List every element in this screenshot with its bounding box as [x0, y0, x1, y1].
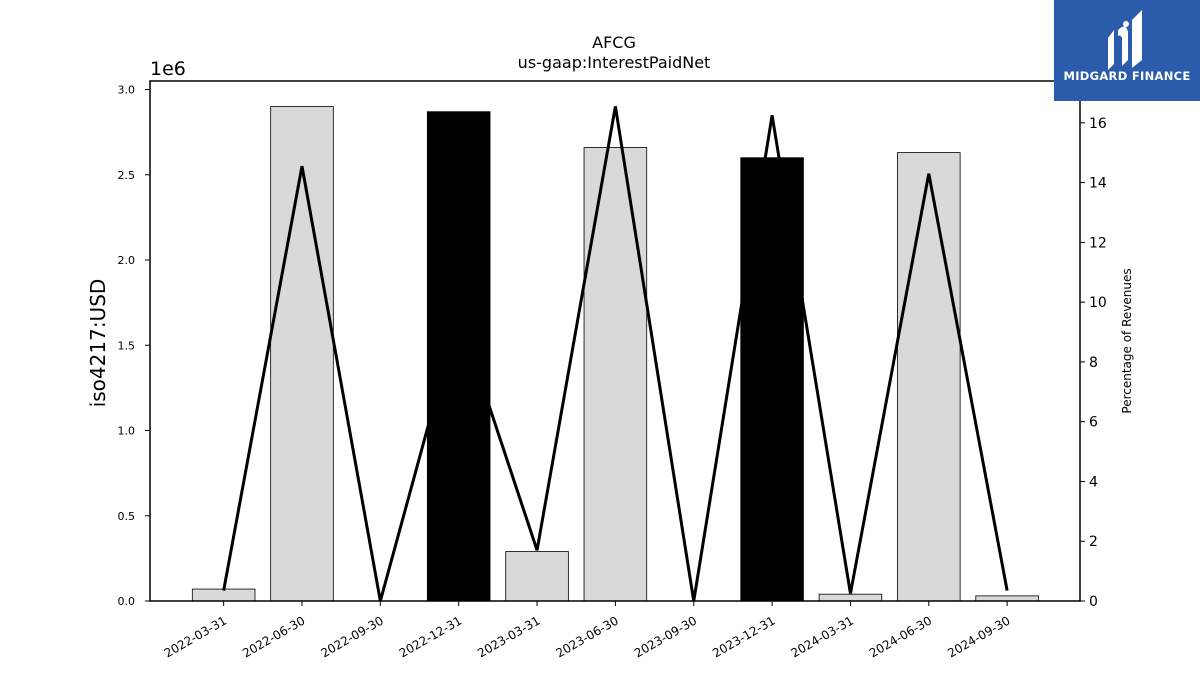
- y2-tick-label: 6: [1089, 415, 1098, 431]
- plot-frame: [149, 80, 1081, 602]
- bar-2022-06-30: [270, 106, 334, 602]
- y2-tick-label: 0: [1089, 594, 1098, 610]
- x-tick-label: 2024-06-30: [867, 613, 934, 660]
- bar-2023-12-31: [740, 157, 804, 602]
- y2-tick-label: 8: [1089, 355, 1098, 371]
- y-tick-label: 1.5: [118, 339, 136, 352]
- chart-subtitle: us-gaap:InterestPaidNet: [518, 53, 711, 72]
- y-tick-label: 2.5: [118, 169, 136, 182]
- bar-2023-06-30: [583, 147, 648, 602]
- percentage-line: [222, 106, 1009, 602]
- x-tick-label: 2023-06-30: [553, 613, 620, 660]
- y-tick-label: 2.0: [118, 254, 136, 267]
- midgard-logo-icon: [1108, 10, 1142, 70]
- bar-2022-12-31: [426, 111, 491, 602]
- brand-name: MIDGARD FINANCE: [1063, 69, 1191, 83]
- x-tick-label: 2024-09-30: [945, 613, 1012, 660]
- bar-2024-06-30: [897, 152, 961, 602]
- y2-tick-label: 4: [1089, 474, 1098, 490]
- x-tick-label: 2024-03-31: [789, 613, 856, 660]
- line-group: [222, 106, 1009, 602]
- bar-2024-03-31: [818, 593, 883, 602]
- y-tick-label: 3.0: [118, 84, 136, 97]
- y2-tick-label: 2: [1089, 534, 1098, 550]
- bar-2022-03-31: [191, 588, 256, 602]
- x-tick-label: 2022-06-30: [240, 613, 307, 660]
- x-tick-label: 2023-12-31: [710, 613, 777, 660]
- y2-axis-label: Percentage of Revenues: [1120, 268, 1134, 413]
- y-axis-label: iso4217:USD: [86, 279, 110, 408]
- y-tick-label: 1.0: [118, 425, 136, 438]
- y2-tick-label: 16: [1089, 116, 1107, 132]
- x-tick-label: 2023-03-31: [475, 613, 542, 660]
- y2-tick-label: 14: [1089, 176, 1107, 192]
- y-tick-label: 0.5: [118, 510, 136, 523]
- y-ticks-group: 0.0 0.5 1.0 1.5 2.0 2.5 3.0: [118, 84, 150, 608]
- x-ticks-group: 2022-03-31 2022-06-30 2022-09-30 2022-12-31…: [162, 601, 1013, 660]
- brand-logo: MIDGARD FINANCE: [1054, 0, 1200, 101]
- bars-group: [191, 106, 1039, 602]
- y2-tick-label: 10: [1089, 295, 1107, 311]
- chart-title: AFCG: [592, 33, 636, 52]
- y2-ticks-group: 0 2 4 6 8 10 12 14 16: [1080, 116, 1107, 610]
- y2-tick-label: 12: [1089, 235, 1107, 251]
- x-tick-label: 2022-03-31: [162, 613, 229, 660]
- x-tick-label: 2022-12-31: [397, 613, 464, 660]
- y-offset-label: 1e6: [150, 58, 186, 80]
- x-tick-label: 2023-09-30: [632, 613, 699, 660]
- bar-2023-03-31: [505, 551, 569, 602]
- bar-2024-09-30: [975, 595, 1039, 602]
- x-tick-label: 2022-09-30: [318, 613, 385, 660]
- y-tick-label: 0.0: [118, 595, 136, 608]
